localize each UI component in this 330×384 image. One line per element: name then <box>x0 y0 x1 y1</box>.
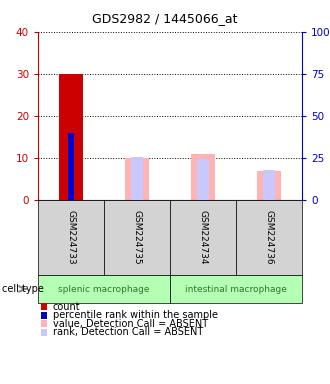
Text: count: count <box>53 302 81 312</box>
Text: intestinal macrophage: intestinal macrophage <box>185 285 287 293</box>
Text: splenic macrophage: splenic macrophage <box>58 285 150 293</box>
Bar <box>131 157 143 200</box>
Bar <box>125 158 148 200</box>
Bar <box>263 170 275 200</box>
Bar <box>197 159 209 200</box>
Text: GSM224735: GSM224735 <box>133 210 142 265</box>
Text: percentile rank within the sample: percentile rank within the sample <box>53 310 218 320</box>
Text: cell type: cell type <box>2 284 44 294</box>
Text: rank, Detection Call = ABSENT: rank, Detection Call = ABSENT <box>53 327 203 337</box>
Text: value, Detection Call = ABSENT: value, Detection Call = ABSENT <box>53 319 208 329</box>
Bar <box>257 170 280 200</box>
Bar <box>68 133 74 200</box>
Text: GSM224734: GSM224734 <box>199 210 208 265</box>
Bar <box>59 74 82 200</box>
Text: GDS2982 / 1445066_at: GDS2982 / 1445066_at <box>92 12 238 25</box>
Bar <box>191 154 214 200</box>
Text: GSM224736: GSM224736 <box>265 210 274 265</box>
Text: GSM224733: GSM224733 <box>67 210 76 265</box>
